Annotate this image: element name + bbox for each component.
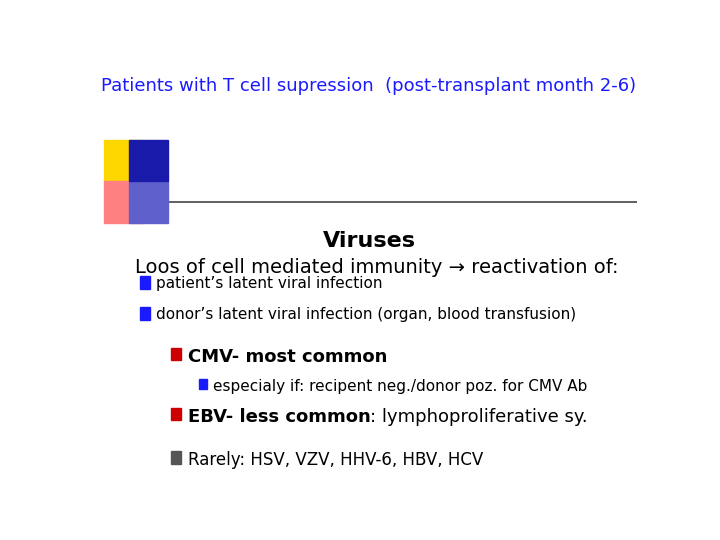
Text: Rarely: HSV, VZV, HHV-6, HBV, HCV: Rarely: HSV, VZV, HHV-6, HBV, HCV [188,451,483,469]
Text: Loos of cell mediated immunity → reactivation of:: Loos of cell mediated immunity → reactiv… [135,258,618,277]
Bar [171,348,181,360]
Bar [199,379,207,389]
Text: especialy if: recipent neg./donor poz. for CMV Ab: especialy if: recipent neg./donor poz. f… [213,379,587,394]
Bar [129,140,168,181]
Text: patient’s latent viral infection: patient’s latent viral infection [156,276,382,291]
Text: EBV- less common: EBV- less common [188,408,370,426]
Bar [140,276,150,288]
Bar [140,307,150,320]
Text: Patients with T cell supression  (post-transplant month 2-6): Patients with T cell supression (post-tr… [101,77,636,95]
Bar [171,408,181,420]
Text: donor’s latent viral infection (organ, blood transfusion): donor’s latent viral infection (organ, b… [156,307,576,322]
Bar [104,140,143,181]
Text: CMV- most common: CMV- most common [188,348,387,366]
Text: : lymphoproliferative sy.: : lymphoproliferative sy. [370,408,588,426]
Bar [104,181,143,223]
Text: Viruses: Viruses [323,231,415,251]
Bar [171,451,181,464]
Bar [129,181,168,223]
